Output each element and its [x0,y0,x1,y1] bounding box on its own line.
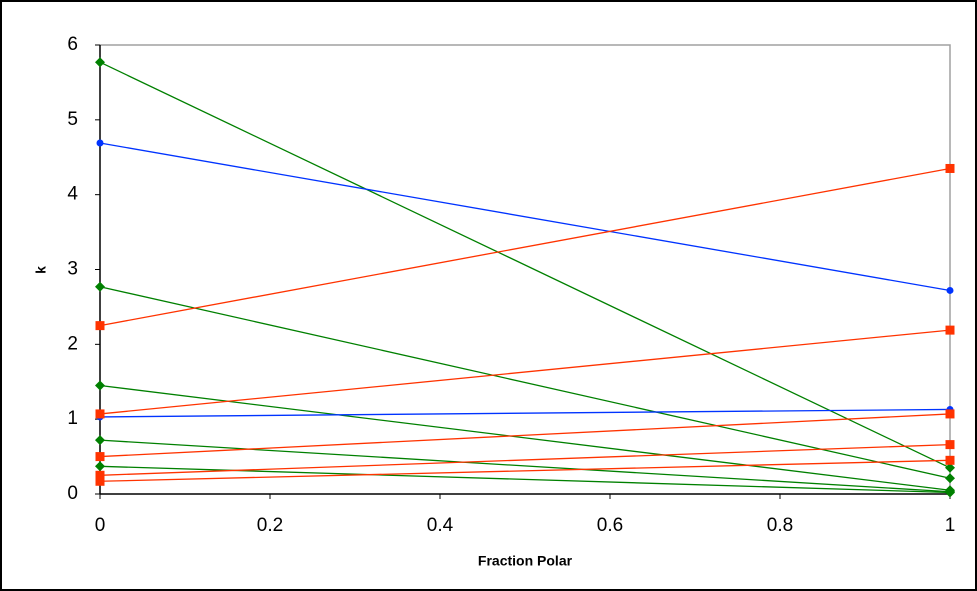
marker [95,461,105,472]
y-tick-label: 1 [67,408,78,429]
series-line [99,443,951,476]
y-tick-label: 4 [67,184,78,205]
marker [95,281,105,292]
y-tick-label: 6 [67,34,78,55]
series-line [99,408,951,418]
marker [945,409,955,419]
series-line [99,329,951,415]
series-line [99,439,951,493]
marker [945,163,955,173]
x-tick-label: 0.2 [257,515,283,536]
y-tick-label: 3 [67,259,78,280]
marker [96,139,104,147]
marker [945,325,955,335]
marker [95,57,105,68]
x-tick-label: 0.8 [767,515,793,536]
marker [95,470,105,480]
marker [945,462,955,473]
series-line [99,167,951,327]
marker [95,476,105,486]
marker [95,321,105,331]
marker [946,286,954,294]
series-line [99,142,951,292]
plot-border [100,44,951,494]
marker [945,440,955,450]
series-line [99,286,951,479]
marker [945,473,955,484]
x-tick-label: 1 [945,515,956,536]
marker [95,452,105,462]
y-tick-label: 0 [67,483,78,504]
series-line [99,384,951,491]
marker [945,455,955,465]
marker [95,380,105,391]
series-line [99,61,951,469]
x-axis-label: Fraction Polar [478,553,573,569]
y-tick-label: 5 [67,109,78,130]
x-tick-label: 0.6 [597,515,623,536]
x-tick-label: 0 [95,515,106,536]
series-line [99,459,951,482]
y-tick-label: 2 [67,333,78,354]
marker [95,435,105,446]
marker [95,409,105,419]
series-line [99,413,951,458]
marker [945,487,955,498]
x-tick-label: 0.4 [427,515,454,536]
y-axis-label: k [33,266,49,274]
